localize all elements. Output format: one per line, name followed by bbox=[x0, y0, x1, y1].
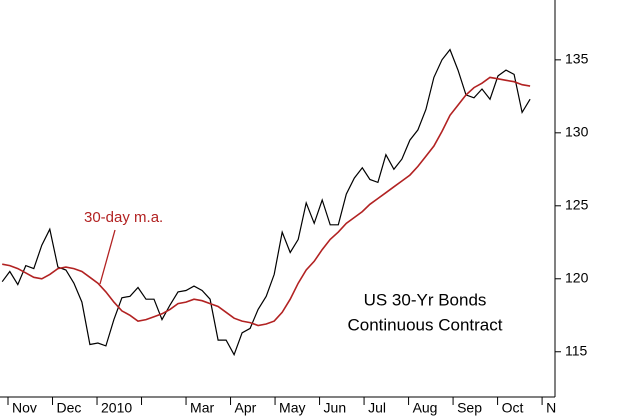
chart-title: US 30-Yr Bonds bbox=[364, 290, 487, 309]
x-tick-label: Sep bbox=[457, 400, 482, 416]
x-tick-label: Jun bbox=[324, 400, 347, 416]
x-tick-label: N bbox=[546, 400, 556, 416]
x-tick-label: Nov bbox=[12, 400, 37, 416]
x-tick-label: May bbox=[279, 400, 305, 416]
y-tick-label: 115 bbox=[565, 342, 588, 358]
x-tick-label: Apr bbox=[235, 400, 257, 416]
x-tick-label: Aug bbox=[413, 400, 438, 416]
y-tick-label: 125 bbox=[565, 197, 589, 213]
y-tick-label: 120 bbox=[565, 269, 589, 285]
series-line bbox=[2, 76, 531, 327]
x-tick-label: Dec bbox=[57, 400, 82, 416]
x-tick-label: Jul bbox=[368, 400, 386, 416]
ma-annotation: 30-day m.a. bbox=[84, 209, 163, 226]
chart-subtitle: Continuous Contract bbox=[348, 315, 503, 334]
series-line bbox=[1, 48, 531, 357]
x-tick-label: Oct bbox=[502, 400, 524, 416]
annotation-leader bbox=[99, 229, 116, 285]
x-tick-label: Mar bbox=[190, 400, 214, 416]
x-tick-label: 2010 bbox=[101, 400, 132, 416]
y-tick-label: 135 bbox=[565, 51, 589, 67]
y-tick-label: 130 bbox=[565, 124, 589, 140]
